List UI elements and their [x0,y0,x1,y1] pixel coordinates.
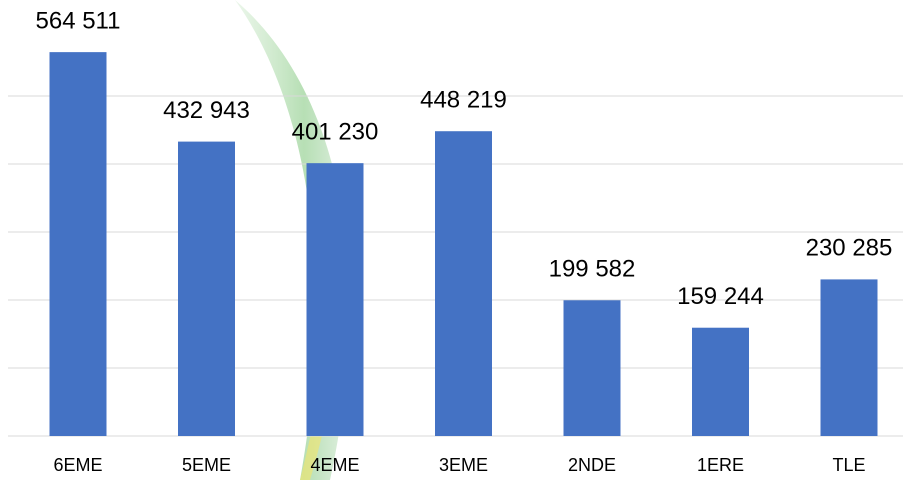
x-tick-label: 6EME [53,455,102,475]
x-tick-label: 2NDE [568,455,616,475]
bar [435,131,492,437]
data-label: 230 285 [806,235,893,262]
data-label: 448 219 [420,87,507,114]
data-label: 401 230 [292,119,379,146]
data-label: 159 244 [677,283,764,310]
bar [49,52,107,437]
data-label: 432 943 [163,97,250,124]
x-tick-label: 3EME [439,455,488,475]
data-label: 564 511 [36,7,121,34]
bar [178,141,235,436]
bar [306,163,364,436]
x-tick-label: 5EME [182,455,231,475]
data-label: 199 582 [549,256,636,283]
bar [692,327,749,436]
bar [820,279,878,436]
bar [563,300,621,436]
x-tick-label: 4EME [310,455,359,475]
x-tick-label: 1ERE [697,455,744,475]
x-tick-label: TLE [832,455,865,475]
